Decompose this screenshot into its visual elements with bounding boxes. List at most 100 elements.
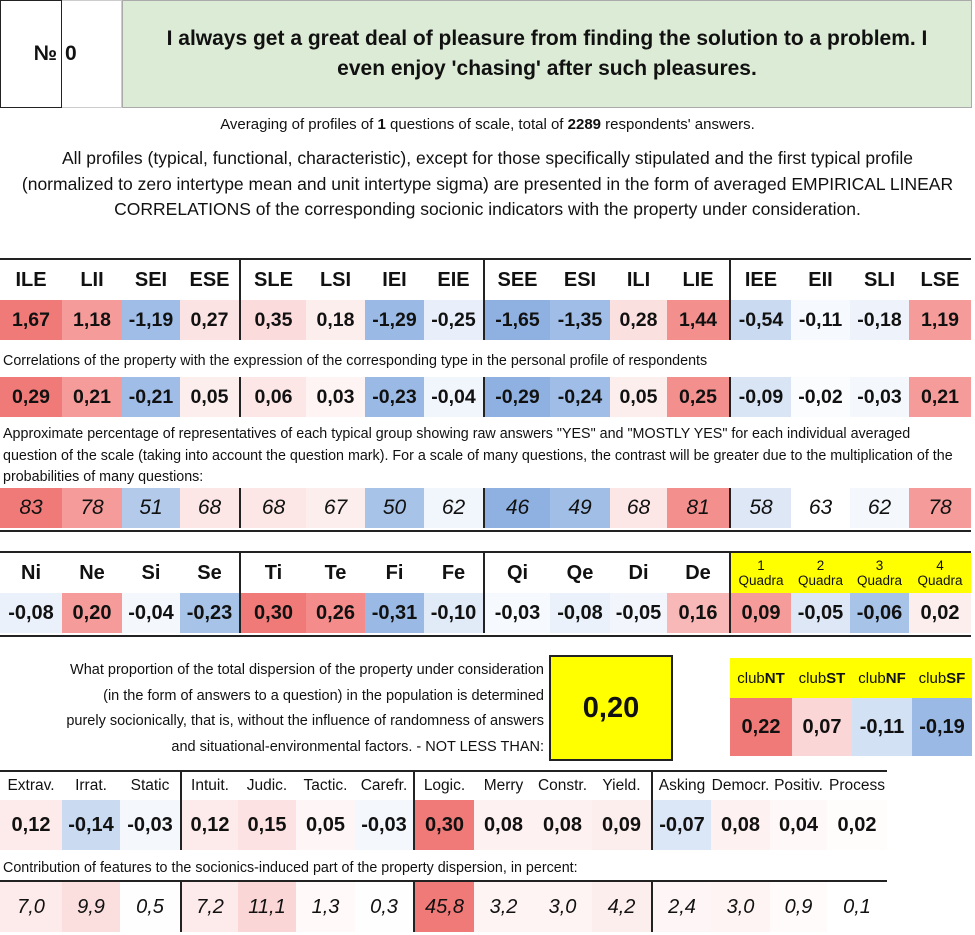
function-header-row: Ni Ne Si Se Ti Te Fi Fe Qi Qe Di De 1 Quadra 2 Quadra 3 Q…	[0, 551, 971, 595]
profiles-description: All profiles (typical, functional, chara…	[21, 148, 954, 219]
club-value: -0,11	[852, 698, 912, 756]
type-percentage-cell: 81	[667, 488, 729, 528]
feature-header-cell: Constr.	[537, 777, 588, 794]
function-header-cell: Ti	[239, 553, 306, 593]
club-value: 0,22	[730, 698, 792, 756]
function-header-cell: Qi	[483, 553, 550, 593]
quadra-value: -0,06	[850, 593, 909, 633]
function-value-cell: -0,10	[424, 593, 483, 633]
contribution-cell: 1,3	[296, 882, 355, 932]
feature-value-cell: 0,05	[296, 800, 355, 850]
type-header-cell: EII	[808, 268, 833, 291]
feature-header-row: Extrav. Irrat. Static Intuit. Judic. Tactic. C…	[0, 770, 887, 802]
club-prefix: club	[918, 669, 947, 687]
contribution-cell: 7,2	[180, 882, 238, 932]
type-percentage-cell: 83	[0, 488, 62, 528]
type-header-cell: SLI	[863, 268, 896, 291]
type-profile-row: 1,67 1,18 -1,19 0,27 0,35 0,18 -1,29 -0,25 -1,65…	[0, 300, 971, 340]
club-header: club NF	[852, 658, 912, 698]
type-percentage-cell: 68	[239, 488, 306, 528]
type-profile-cell: 0,28	[610, 300, 667, 340]
function-header-cell: Fe	[441, 561, 466, 584]
type-header-cell: SEI	[134, 268, 168, 291]
type-header-cell: LII	[80, 268, 104, 291]
type-percentage-cell: 78	[62, 488, 122, 528]
feature-value-cell: 0,12	[0, 800, 62, 850]
feature-header-cell: Positiv.	[774, 777, 823, 794]
contribution-cell: 3,2	[474, 882, 533, 932]
type-header-cell: ILI	[626, 268, 651, 291]
type-correlation-cell: -0,24	[550, 377, 610, 417]
function-value-cell: -0,31	[365, 593, 424, 633]
quadra-label: Quadra	[738, 573, 784, 588]
function-header-cell: Si	[141, 561, 161, 584]
type-correlation-cell: 0,25	[667, 377, 729, 417]
function-header-cell: Te	[324, 561, 347, 584]
type-percentage-cell: 51	[122, 488, 180, 528]
type-header-cell: ILE	[15, 268, 47, 291]
type-profile-cell: 1,44	[667, 300, 729, 340]
function-header-cell: Se	[197, 561, 222, 584]
type-correlation-cell: 0,21	[62, 377, 122, 417]
feature-header-cell: Yield.	[602, 777, 641, 794]
averaging-summary: Averaging of profiles of 1 questions of …	[0, 113, 975, 137]
function-header-cell: Di	[628, 561, 649, 584]
type-correlation-cell: 0,05	[180, 377, 239, 417]
club-value: 0,07	[792, 698, 852, 756]
contribution-cell: 3,0	[533, 882, 592, 932]
club-header: club ST	[792, 658, 852, 698]
feature-header-cell: Merry	[483, 777, 524, 794]
club-header-row: club NT club ST club NF club SF	[730, 658, 972, 698]
function-value-cell: 0,16	[667, 593, 729, 633]
question-text: I always get a great deal of pleasure fr…	[122, 0, 972, 108]
function-value-cell: -0,08	[0, 593, 62, 633]
type-correlation-cell: 0,05	[610, 377, 667, 417]
type-profile-cell: 1,67	[0, 300, 62, 340]
feature-header-cell: Static	[130, 777, 170, 794]
type-correlation-row: 0,29 0,21 -0,21 0,05 0,06 0,03 -0,23 -0,04 -0,29…	[0, 377, 971, 417]
type-profile-cell: 0,27	[180, 300, 239, 340]
club-header: club SF	[912, 658, 972, 698]
correlation-note: Correlations of the property with the ex…	[3, 353, 708, 369]
contribution-note: Contribution of features to the socionic…	[3, 860, 578, 876]
function-value-cell: -0,04	[122, 593, 180, 633]
feature-header-cell: Asking	[651, 772, 711, 800]
type-profile-cell: -0,18	[850, 300, 909, 340]
type-correlation-cell: 0,06	[239, 377, 306, 417]
feature-value-cell: 0,15	[238, 800, 296, 850]
quadra-label: Quadra	[917, 573, 963, 588]
feature-header-cell: Intuit.	[180, 772, 238, 800]
feature-value-cell: 0,30	[413, 800, 474, 850]
quadra-value: 0,02	[909, 593, 971, 633]
function-value-cell: 0,20	[62, 593, 122, 633]
feature-value-cell: 0,08	[474, 800, 533, 850]
type-correlation-cell: -0,03	[850, 377, 909, 417]
question-number-label: №	[0, 0, 62, 108]
quadra-label: Quadra	[797, 573, 844, 588]
contribution-cell: 7,0	[0, 882, 62, 932]
function-value-cell: -0,23	[180, 593, 239, 633]
contribution-cell: 0,5	[120, 882, 180, 932]
function-value-cell: -0,03	[483, 593, 550, 633]
type-percentage-cell: 49	[550, 488, 610, 528]
type-header-cell: SLE	[239, 260, 306, 300]
type-correlation-cell: 0,21	[909, 377, 971, 417]
quadra-number: 2	[816, 558, 825, 573]
type-percentage-cell: 63	[791, 488, 850, 528]
feature-value-cell: 0,04	[770, 800, 827, 850]
type-correlation-cell: -0,09	[729, 377, 791, 417]
type-header-cell: ESE	[189, 268, 230, 291]
feature-header-cell: Carefr.	[360, 777, 408, 794]
question-count: 1	[377, 116, 386, 133]
type-correlation-cell: -0,04	[424, 377, 483, 417]
quadra-value: 0,09	[729, 593, 791, 633]
feature-header-cell: Irrat.	[75, 777, 107, 794]
type-profile-cell: -1,65	[483, 300, 550, 340]
feature-value-cell: -0,14	[62, 800, 120, 850]
type-percentage-cell: 50	[365, 488, 424, 528]
feature-value-cell: 0,02	[827, 800, 887, 850]
feature-header-cell: Extrav.	[7, 777, 55, 794]
type-correlation-cell: 0,29	[0, 377, 62, 417]
type-correlation-cell: -0,21	[122, 377, 180, 417]
averaging-suffix: respondents' answers.	[601, 116, 755, 133]
